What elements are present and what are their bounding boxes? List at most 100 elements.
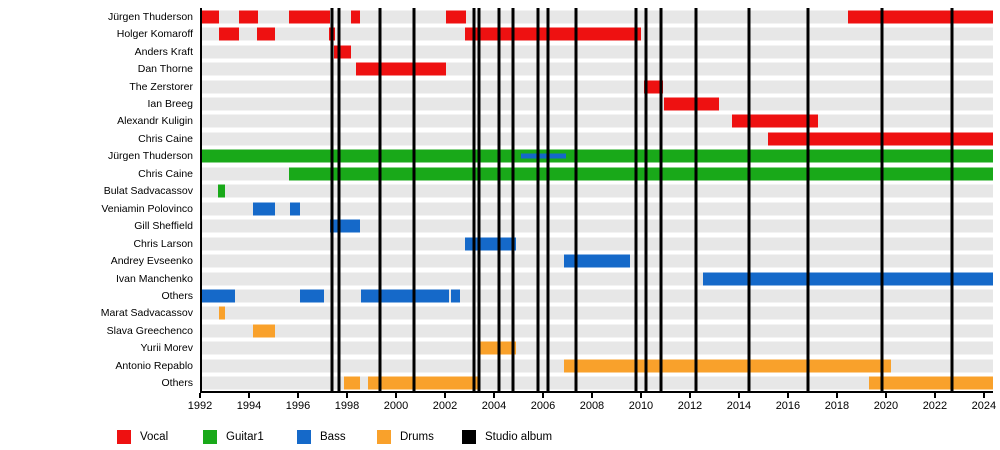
timeline-bar-vocal (355, 62, 447, 76)
studio-album-line (950, 8, 954, 391)
timeline-bar-guitar1 (217, 184, 226, 198)
studio-album-line (511, 8, 515, 391)
timeline-bar-vocal (644, 80, 663, 94)
timeline-bar-drums (563, 359, 892, 373)
x-axis-tick (688, 393, 691, 398)
timeline-bar-vocal (732, 114, 818, 128)
x-axis-tick-label: 2022 (922, 400, 948, 412)
row-track (202, 202, 993, 216)
x-axis-tick-label: 2016 (775, 400, 801, 412)
x-axis-tick (590, 393, 593, 398)
legend-item: Guitar1 (203, 430, 264, 444)
x-axis-tick (933, 393, 936, 398)
timeline-row (202, 217, 993, 234)
legend-swatch-icon (377, 430, 391, 444)
timeline-bar-vocal (238, 10, 259, 24)
row-label: Others (161, 289, 193, 302)
studio-album-line (806, 8, 810, 391)
timeline-bar-guitar1 (288, 167, 993, 181)
x-axis-tick (541, 393, 544, 398)
timeline-bar-bass (702, 272, 993, 286)
row-track (202, 219, 993, 233)
timeline-bar-vocal (202, 10, 220, 24)
timeline-row (202, 322, 993, 339)
timeline-bar-drums (368, 376, 479, 390)
row-label: Dan Thorne (137, 63, 193, 76)
row-label: Ian Breeg (147, 97, 193, 110)
row-track (202, 45, 993, 59)
legend-item: Studio album (462, 430, 552, 444)
studio-album-line (330, 8, 334, 391)
legend-item: Vocal (117, 430, 168, 444)
legend-swatch-icon (203, 430, 217, 444)
timeline-bar-vocal (848, 10, 993, 24)
timeline-bar-bass (299, 289, 325, 303)
timeline-row (202, 305, 993, 322)
plot-area (200, 8, 993, 393)
row-track (202, 341, 993, 355)
timeline-bar-guitar1 (202, 149, 993, 163)
row-label: Chris Caine (138, 132, 193, 145)
timeline-bar-vocal (464, 27, 641, 41)
studio-album-line (747, 8, 751, 391)
row-track (202, 114, 993, 128)
timeline-row (202, 78, 993, 95)
x-axis-tick-label: 2002 (432, 400, 458, 412)
x-axis-tick-label: 2020 (873, 400, 899, 412)
timeline-overlay-bass (520, 153, 567, 159)
x-axis-tick-label: 2024 (971, 400, 997, 412)
legend: Vocal Guitar1 Bass Drums Studio album (0, 430, 1000, 450)
row-label: Bulat Sadvacassov (103, 185, 193, 198)
row-label: Others (161, 377, 193, 390)
timeline-row (202, 200, 993, 217)
timeline-row (202, 252, 993, 269)
x-axis-tick (199, 393, 201, 398)
row-track (202, 324, 993, 338)
studio-album-line (694, 8, 698, 391)
row-label: Antonio Repablo (115, 359, 193, 372)
row-track (202, 306, 993, 320)
timeline-bar-bass (451, 289, 460, 303)
legend-swatch-icon (117, 430, 131, 444)
row-track (202, 97, 993, 111)
timeline-bar-bass (330, 219, 360, 233)
x-axis-tick (982, 393, 985, 398)
legend-label: Guitar1 (226, 431, 264, 443)
timeline-row (202, 287, 993, 304)
x-axis-tick (786, 393, 789, 398)
timeline-bar-bass (563, 254, 630, 268)
row-track (202, 10, 993, 24)
legend-item: Drums (377, 430, 434, 444)
timeline-bar-vocal (767, 132, 993, 146)
x-axis-tick (884, 393, 887, 398)
x-axis: 1992 1994 1996 1998 2000 2002 2004 2006 2008 2010… (188, 393, 996, 423)
row-label: Alexandr Kuligin (117, 115, 193, 128)
y-axis-labels: Jürgen Thuderson Holger Komaroff Anders Kr… (0, 8, 193, 392)
timeline-bar-bass (202, 289, 235, 303)
studio-album-line (880, 8, 884, 391)
row-label: Jürgen Thuderson (107, 10, 193, 23)
x-axis-tick (247, 393, 250, 398)
timeline-row (202, 60, 993, 77)
row-label: Gill Sheffield (134, 220, 193, 233)
timeline-bar-vocal (219, 27, 239, 41)
legend-swatch-icon (297, 430, 311, 444)
legend-swatch-icon (462, 430, 476, 444)
row-label: Chris Larson (133, 237, 193, 250)
timeline-row (202, 340, 993, 357)
x-axis-tick (296, 393, 299, 398)
row-label: Holger Komaroff (116, 28, 193, 41)
x-axis-tick (443, 393, 446, 398)
row-label: Ivan Manchenko (115, 272, 193, 285)
legend-label: Bass (320, 431, 346, 443)
timeline-bar-drums (253, 324, 276, 338)
x-axis-tick-label: 1992 (187, 400, 213, 412)
row-label: Marat Sadvacassov (100, 307, 193, 320)
studio-album-line (337, 8, 341, 391)
timeline-bar-vocal (446, 10, 466, 24)
studio-album-line (497, 8, 501, 391)
timeline-row (202, 25, 993, 42)
row-label: Slava Greechenco (106, 324, 193, 337)
row-label: Chris Caine (138, 167, 193, 180)
timeline-bar-drums (869, 376, 993, 390)
